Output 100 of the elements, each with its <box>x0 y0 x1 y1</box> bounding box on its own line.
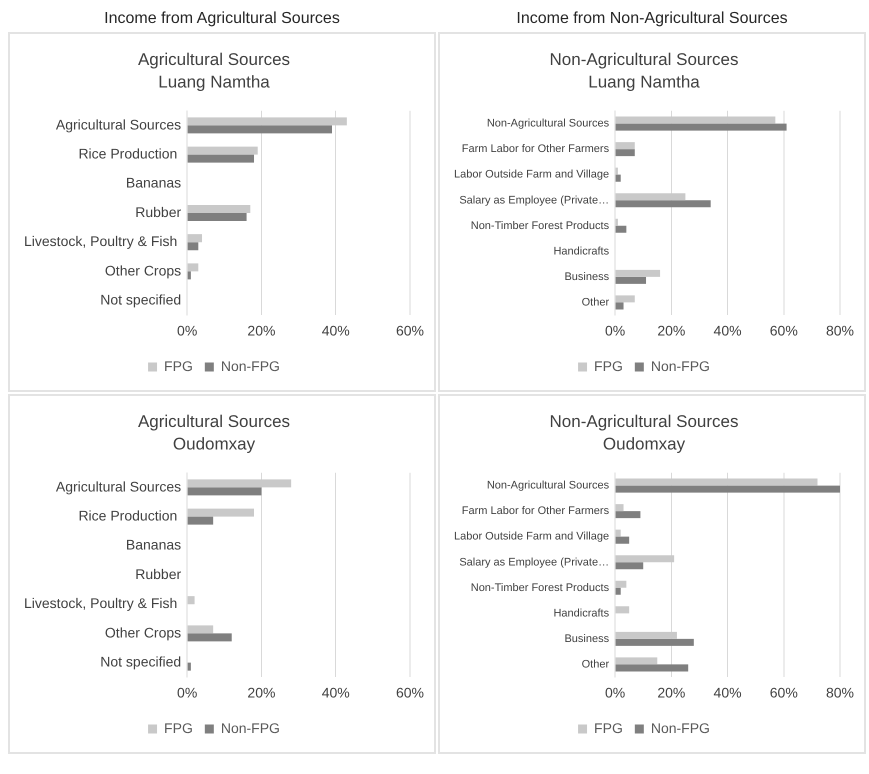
y-tick-label: Labor Outside Farm and Village <box>454 168 610 181</box>
bar <box>616 562 644 570</box>
bar <box>616 588 621 595</box>
bar <box>616 193 686 200</box>
chart-subtitle: Luang Namtha <box>158 72 270 92</box>
x-tick-label: 0% <box>604 684 626 700</box>
bar <box>188 487 262 496</box>
x-tick-label: 0% <box>177 322 198 338</box>
bar <box>188 508 254 517</box>
y-tick-label: Business <box>564 270 610 283</box>
y-tick-label: Bananas <box>126 536 182 553</box>
bar <box>188 596 195 604</box>
x-tick-label: 60% <box>396 684 424 700</box>
bar <box>616 486 840 493</box>
bar <box>616 536 630 544</box>
legend-label: Non-FPG <box>220 720 280 736</box>
x-tick-label: 60% <box>396 322 424 338</box>
y-tick-label: Handicrafts <box>553 245 610 258</box>
legend-label: FPG <box>164 720 193 736</box>
bar <box>188 146 258 155</box>
y-tick-label: Farm Labor for Other Farmers <box>462 505 610 518</box>
y-tick-label: Farm Labor for Other Farmers <box>462 143 610 156</box>
x-tick-label: 20% <box>247 322 276 338</box>
x-tick-label: 80% <box>826 322 854 338</box>
x-tick-label: 20% <box>657 684 686 700</box>
x-tick-label: 20% <box>247 684 276 700</box>
chart-subtitle: Luang Namtha <box>588 72 700 92</box>
bar <box>616 555 674 562</box>
y-tick-label: Livestock, Poultry & Fish <box>24 595 182 612</box>
y-tick-label: Salary as Employee (Private… <box>459 194 610 206</box>
y-tick-label: Rubber <box>135 566 182 582</box>
bar <box>188 516 214 525</box>
bar <box>188 625 214 634</box>
bar <box>616 276 646 284</box>
y-tick-label: Rubber <box>135 204 182 220</box>
bar <box>188 479 292 488</box>
bar <box>616 606 630 614</box>
x-tick-label: 40% <box>714 322 742 338</box>
bar <box>188 154 254 163</box>
bar <box>616 530 621 537</box>
legend-label: Non-FPG <box>650 720 710 736</box>
bar <box>188 234 202 242</box>
bar <box>616 657 658 664</box>
y-tick-label: Agricultural Sources <box>56 116 182 132</box>
bar <box>188 662 191 671</box>
bar <box>616 226 626 233</box>
legend-label: FPG <box>594 358 623 374</box>
text: Income from Non-Agricultural Sources <box>515 9 789 29</box>
chart-subtitle: Oudomxay <box>172 434 256 454</box>
y-tick-label: Labor Outside Farm and Village <box>454 530 610 543</box>
y-tick-label: Livestock, Poultry & Fish <box>24 233 182 250</box>
bar <box>188 125 332 134</box>
bar <box>188 117 347 126</box>
y-tick-label: Non-Timber Forest Products <box>470 582 610 594</box>
bar <box>616 580 626 588</box>
y-tick-label: Not specified <box>100 291 182 308</box>
x-tick-label: 60% <box>770 322 798 338</box>
y-tick-label: Non-Agricultural Sources <box>486 118 610 130</box>
y-tick-label: Business <box>564 632 610 645</box>
bar <box>188 204 250 213</box>
legend-label: FPG <box>594 720 623 736</box>
legend-label: Non-FPG <box>220 358 280 374</box>
bar <box>616 302 624 310</box>
bar <box>188 633 232 642</box>
y-tick-label: Agricultural Sources <box>56 478 182 494</box>
bar <box>616 504 624 512</box>
bar <box>616 174 621 182</box>
x-tick-label: 40% <box>322 684 350 700</box>
x-tick-label: 60% <box>770 684 798 700</box>
bar <box>188 271 191 280</box>
y-tick-label: Other <box>582 658 610 670</box>
y-tick-label: Other <box>582 296 610 308</box>
bar <box>616 664 688 672</box>
x-tick-label: 0% <box>177 684 198 700</box>
y-tick-label: Salary as Employee (Private… <box>459 556 610 568</box>
bar <box>616 270 660 277</box>
y-tick-label: Other Crops <box>104 262 182 278</box>
y-tick-label: Non-Timber Forest Products <box>470 220 610 232</box>
y-tick-label: Bananas <box>126 174 182 191</box>
x-tick-label: 40% <box>322 322 350 338</box>
bar <box>616 149 635 156</box>
bar <box>616 632 677 639</box>
bar <box>616 295 635 302</box>
bar <box>188 213 247 222</box>
legend-label: Non-FPG <box>650 358 710 374</box>
bar <box>616 124 787 131</box>
legend-label: FPG <box>164 358 193 374</box>
y-tick-label: Rice Production <box>78 145 182 162</box>
bar <box>616 478 818 486</box>
x-tick-label: 80% <box>826 684 854 700</box>
bar <box>616 116 776 124</box>
y-tick-label: Not specified <box>100 653 182 670</box>
y-tick-label: Other Crops <box>104 624 182 640</box>
bar <box>616 511 640 518</box>
y-tick-label: Rice Production <box>78 507 182 524</box>
text: Income from Agricultural Sources <box>103 9 341 29</box>
y-tick-label: Non-Agricultural Sources <box>486 480 610 492</box>
bar <box>616 142 635 150</box>
y-tick-label: Handicrafts <box>553 607 610 620</box>
chart-subtitle: Oudomxay <box>602 434 686 454</box>
